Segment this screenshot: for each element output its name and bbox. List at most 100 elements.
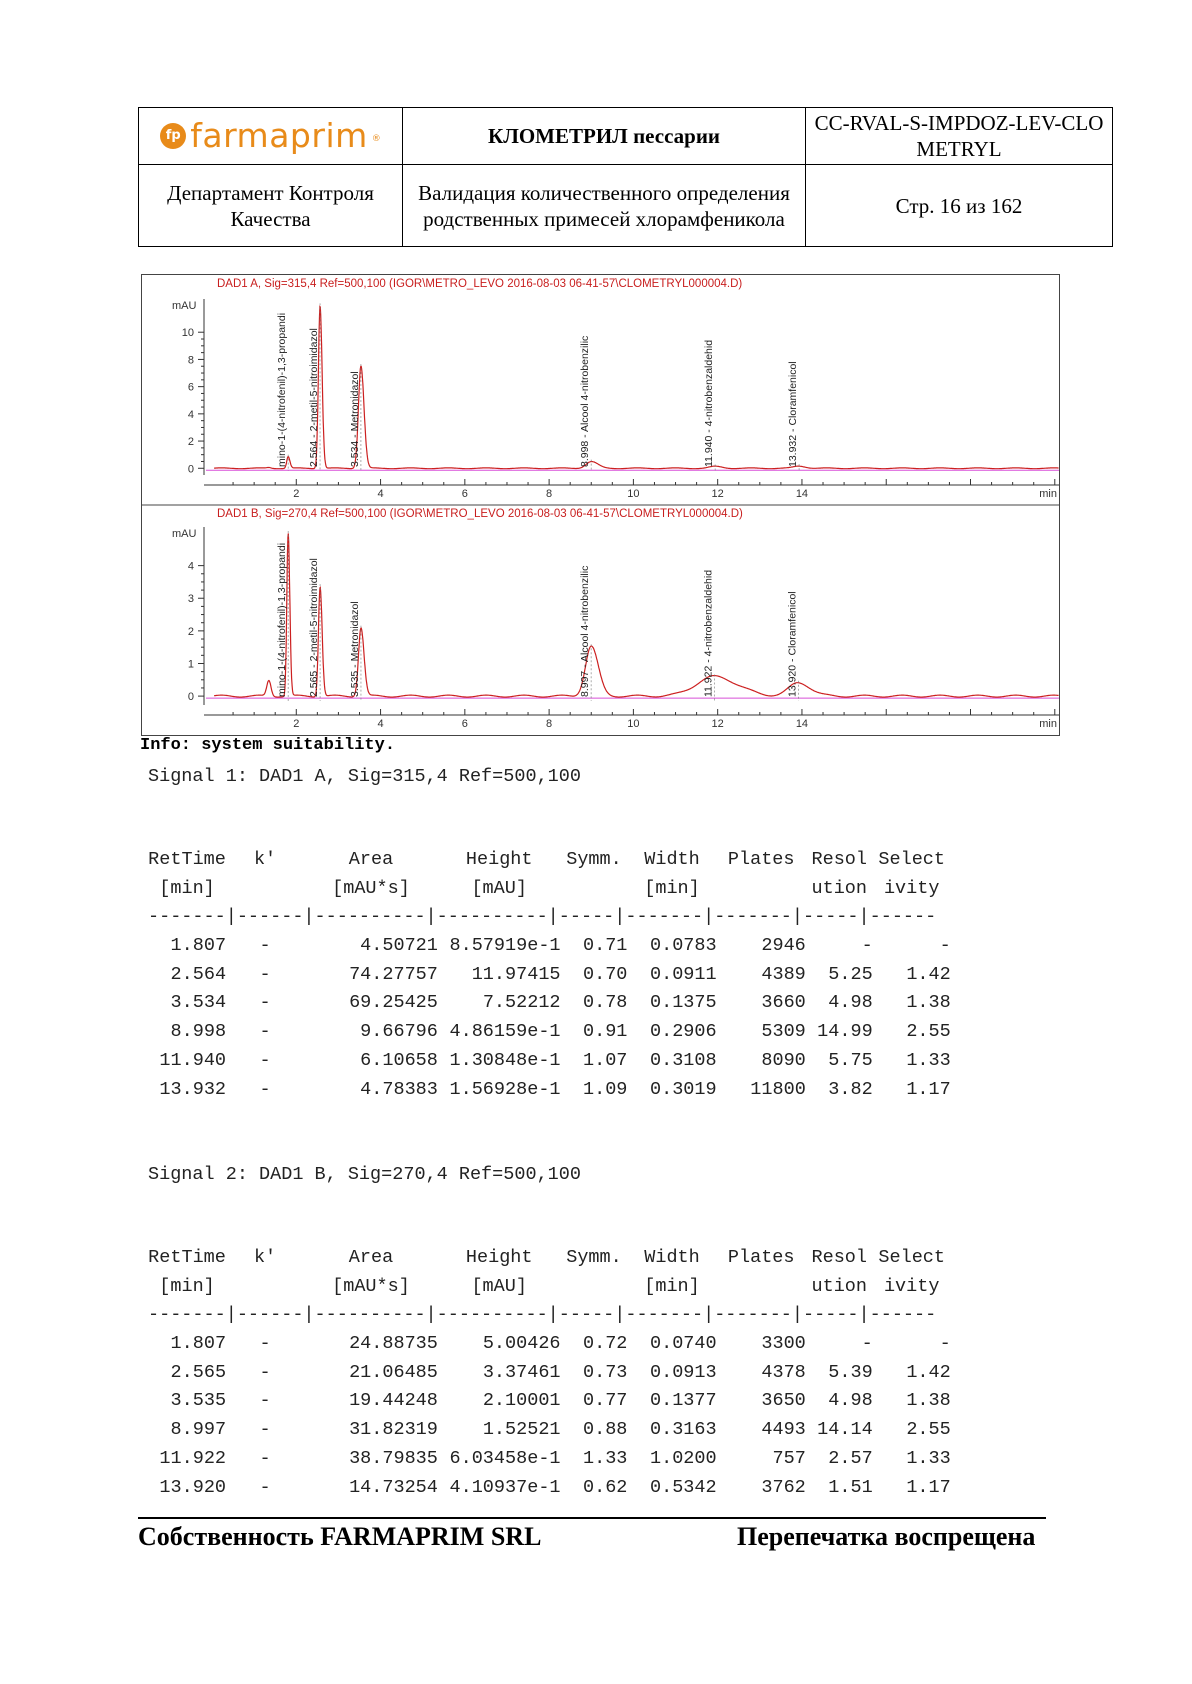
table-cell: 757 [772,1447,806,1469]
x-tick-label: 10 [627,718,639,730]
table-cell: 4389 [761,963,806,985]
peak-label: 8.998 - Alcool 4-nitrobenzilic [579,336,591,467]
product-name: КЛОМЕТРИЛ пессарии [402,107,806,165]
table-cell: 8090 [761,1049,806,1071]
table-cell: - [259,935,271,957]
table-cell: 13.932 [159,1078,227,1100]
table-cell: 14.99 [817,1021,873,1043]
table-cell: 6.03458e-1 [449,1447,561,1469]
table-header-row: RetTime k' Area Height Symm. Width Plates Resol… [148,846,951,875]
table-cell: 0.1375 [649,992,717,1014]
table-cell: 0.62 [583,1476,628,1498]
table-cell: - [259,1049,271,1071]
peak-label: mino-1-(4-nitrofenil)-1,3-propandi [276,313,288,467]
table-cell: - [939,1333,951,1355]
table-cell: - [259,992,271,1014]
table-cell: 3762 [761,1476,806,1498]
table-cell: 1.38 [906,992,951,1014]
table-row: 13.932 - 4.78383 1.56928e-1 1.09 0.3019 11800 3… [148,1076,951,1105]
table-cell: 74.27757 [349,963,438,985]
chart-title: DAD1 B, Sig=270,4 Ref=500,100 (IGOR\METR… [217,508,743,520]
table-row: 3.534 - 69.25425 7.52212 0.78 0.1375 3660 4.98 1… [148,989,951,1018]
peak-label: 2.565 - 2-metil-5-nitroimidazol [308,558,320,697]
y-axis-label: mAU [172,300,197,312]
table-cell: Height [465,1247,533,1268]
table-cell: 1.17 [906,1078,951,1100]
table-cell: - [861,1333,873,1355]
table-cell: 0.0740 [649,1333,717,1355]
table-cell: 0.0913 [649,1361,717,1383]
table-cell: 1.07 [583,1049,628,1071]
table-cell: 1.33 [906,1447,951,1469]
table-cell: - [939,935,951,957]
table-cell: 69.25425 [349,992,438,1014]
table-cell: 9.66796 [360,1021,438,1043]
y-tick-label: 8 [188,354,194,366]
table-cell: 3650 [761,1390,806,1412]
table-cell: 2.564 [170,963,227,985]
table-cell: 0.78 [583,992,628,1014]
table-cell: 8.998 [170,1021,227,1043]
table-cell: 31.82319 [349,1419,438,1441]
table-cell: 0.70 [583,963,628,985]
info-line: Info: system suitability. [140,736,396,755]
signal2-title: Signal 2: DAD1 B, Sig=270,4 Ref=500,100 [148,1164,581,1185]
table-cell: 11.922 [159,1447,227,1469]
table-cell: 2.565 [170,1361,227,1383]
x-tick-label: 12 [712,718,724,730]
table-cell: [min] [644,1275,700,1297]
table-cell: 2.55 [906,1419,951,1441]
table-cell: - [259,1447,271,1469]
y-tick-label: 0 [188,463,194,475]
table-cell: 19.44248 [349,1390,438,1412]
table-cell: 6.10658 [360,1049,438,1071]
table-cell: 4.98 [828,1390,873,1412]
table-cell: [min] [159,877,215,899]
x-tick-label: 12 [712,488,724,500]
table-cell: 0.88 [583,1419,628,1441]
y-tick-label: 6 [188,382,194,394]
table-cell: 7.52212 [482,992,561,1014]
table-header-row: [min] [mAU*s] [mAU] [min] ution ivity [148,875,951,904]
table-cell: 0.77 [583,1390,628,1412]
table-cell: k' [253,849,277,870]
peak-label: 13.932 - Cloramfenicol [787,361,799,467]
table-cell: 0.3163 [649,1419,717,1441]
peak-label: 2.564 - 2-metil-5-nitroimidazol [308,328,320,467]
table-cell: ivity [883,877,940,899]
table-cell: - [259,1078,271,1100]
footer-divider [138,1517,1046,1519]
table-cell: 5.00426 [482,1333,561,1355]
logo-cell: fp farmaprim ® [138,107,403,165]
chromatogram-trace [214,305,1059,470]
table-cell: Area [348,1247,394,1268]
table-cell: 3.535 [170,1390,227,1412]
table-row: 11.922 - 38.79835 6.03458e-1 1.33 1.0200 757 2.… [148,1445,951,1474]
table-cell: 1.807 [170,935,227,957]
table-cell: 11800 [750,1078,806,1100]
footer-ownership: Собственность FARMAPRIM SRL [138,1522,542,1551]
y-axis-label: mAU [172,528,197,540]
table-cell: - [259,1419,271,1441]
department-name: Департамент Контроля Качества [138,164,403,247]
table-cell: 1.52521 [482,1419,561,1441]
table-cell: - [861,935,873,957]
table-cell: - [259,1476,271,1498]
y-tick-label: 0 [188,691,194,703]
table-cell: 4.86159e-1 [449,1021,561,1043]
table-cell: ivity [883,1275,940,1297]
table-cell: ution [811,877,867,899]
x-tick-label: 14 [796,718,808,730]
chromatogram: DAD1 A, Sig=315,4 Ref=500,100 (IGOR\METR… [141,274,1060,736]
table-cell: [min] [159,1275,215,1297]
table-row: 2.564 - 74.27757 11.97415 0.70 0.0911 4389 5.25… [148,961,951,990]
x-axis-unit: min [1039,488,1057,500]
chart-title: DAD1 A, Sig=315,4 Ref=500,100 (IGOR\METR… [217,278,742,290]
table-cell: Area [348,849,394,870]
x-tick-label: 4 [377,488,383,500]
signal2-table: RetTime k' Area Height Symm. Width Plates Resol… [148,1244,951,1502]
table-row: 11.940 - 6.10658 1.30848e-1 1.07 0.3108 8090 5.… [148,1047,950,1076]
x-tick-label: 4 [377,718,383,730]
table-cell: 2.57 [828,1447,873,1469]
x-tick-label: 14 [796,488,808,500]
